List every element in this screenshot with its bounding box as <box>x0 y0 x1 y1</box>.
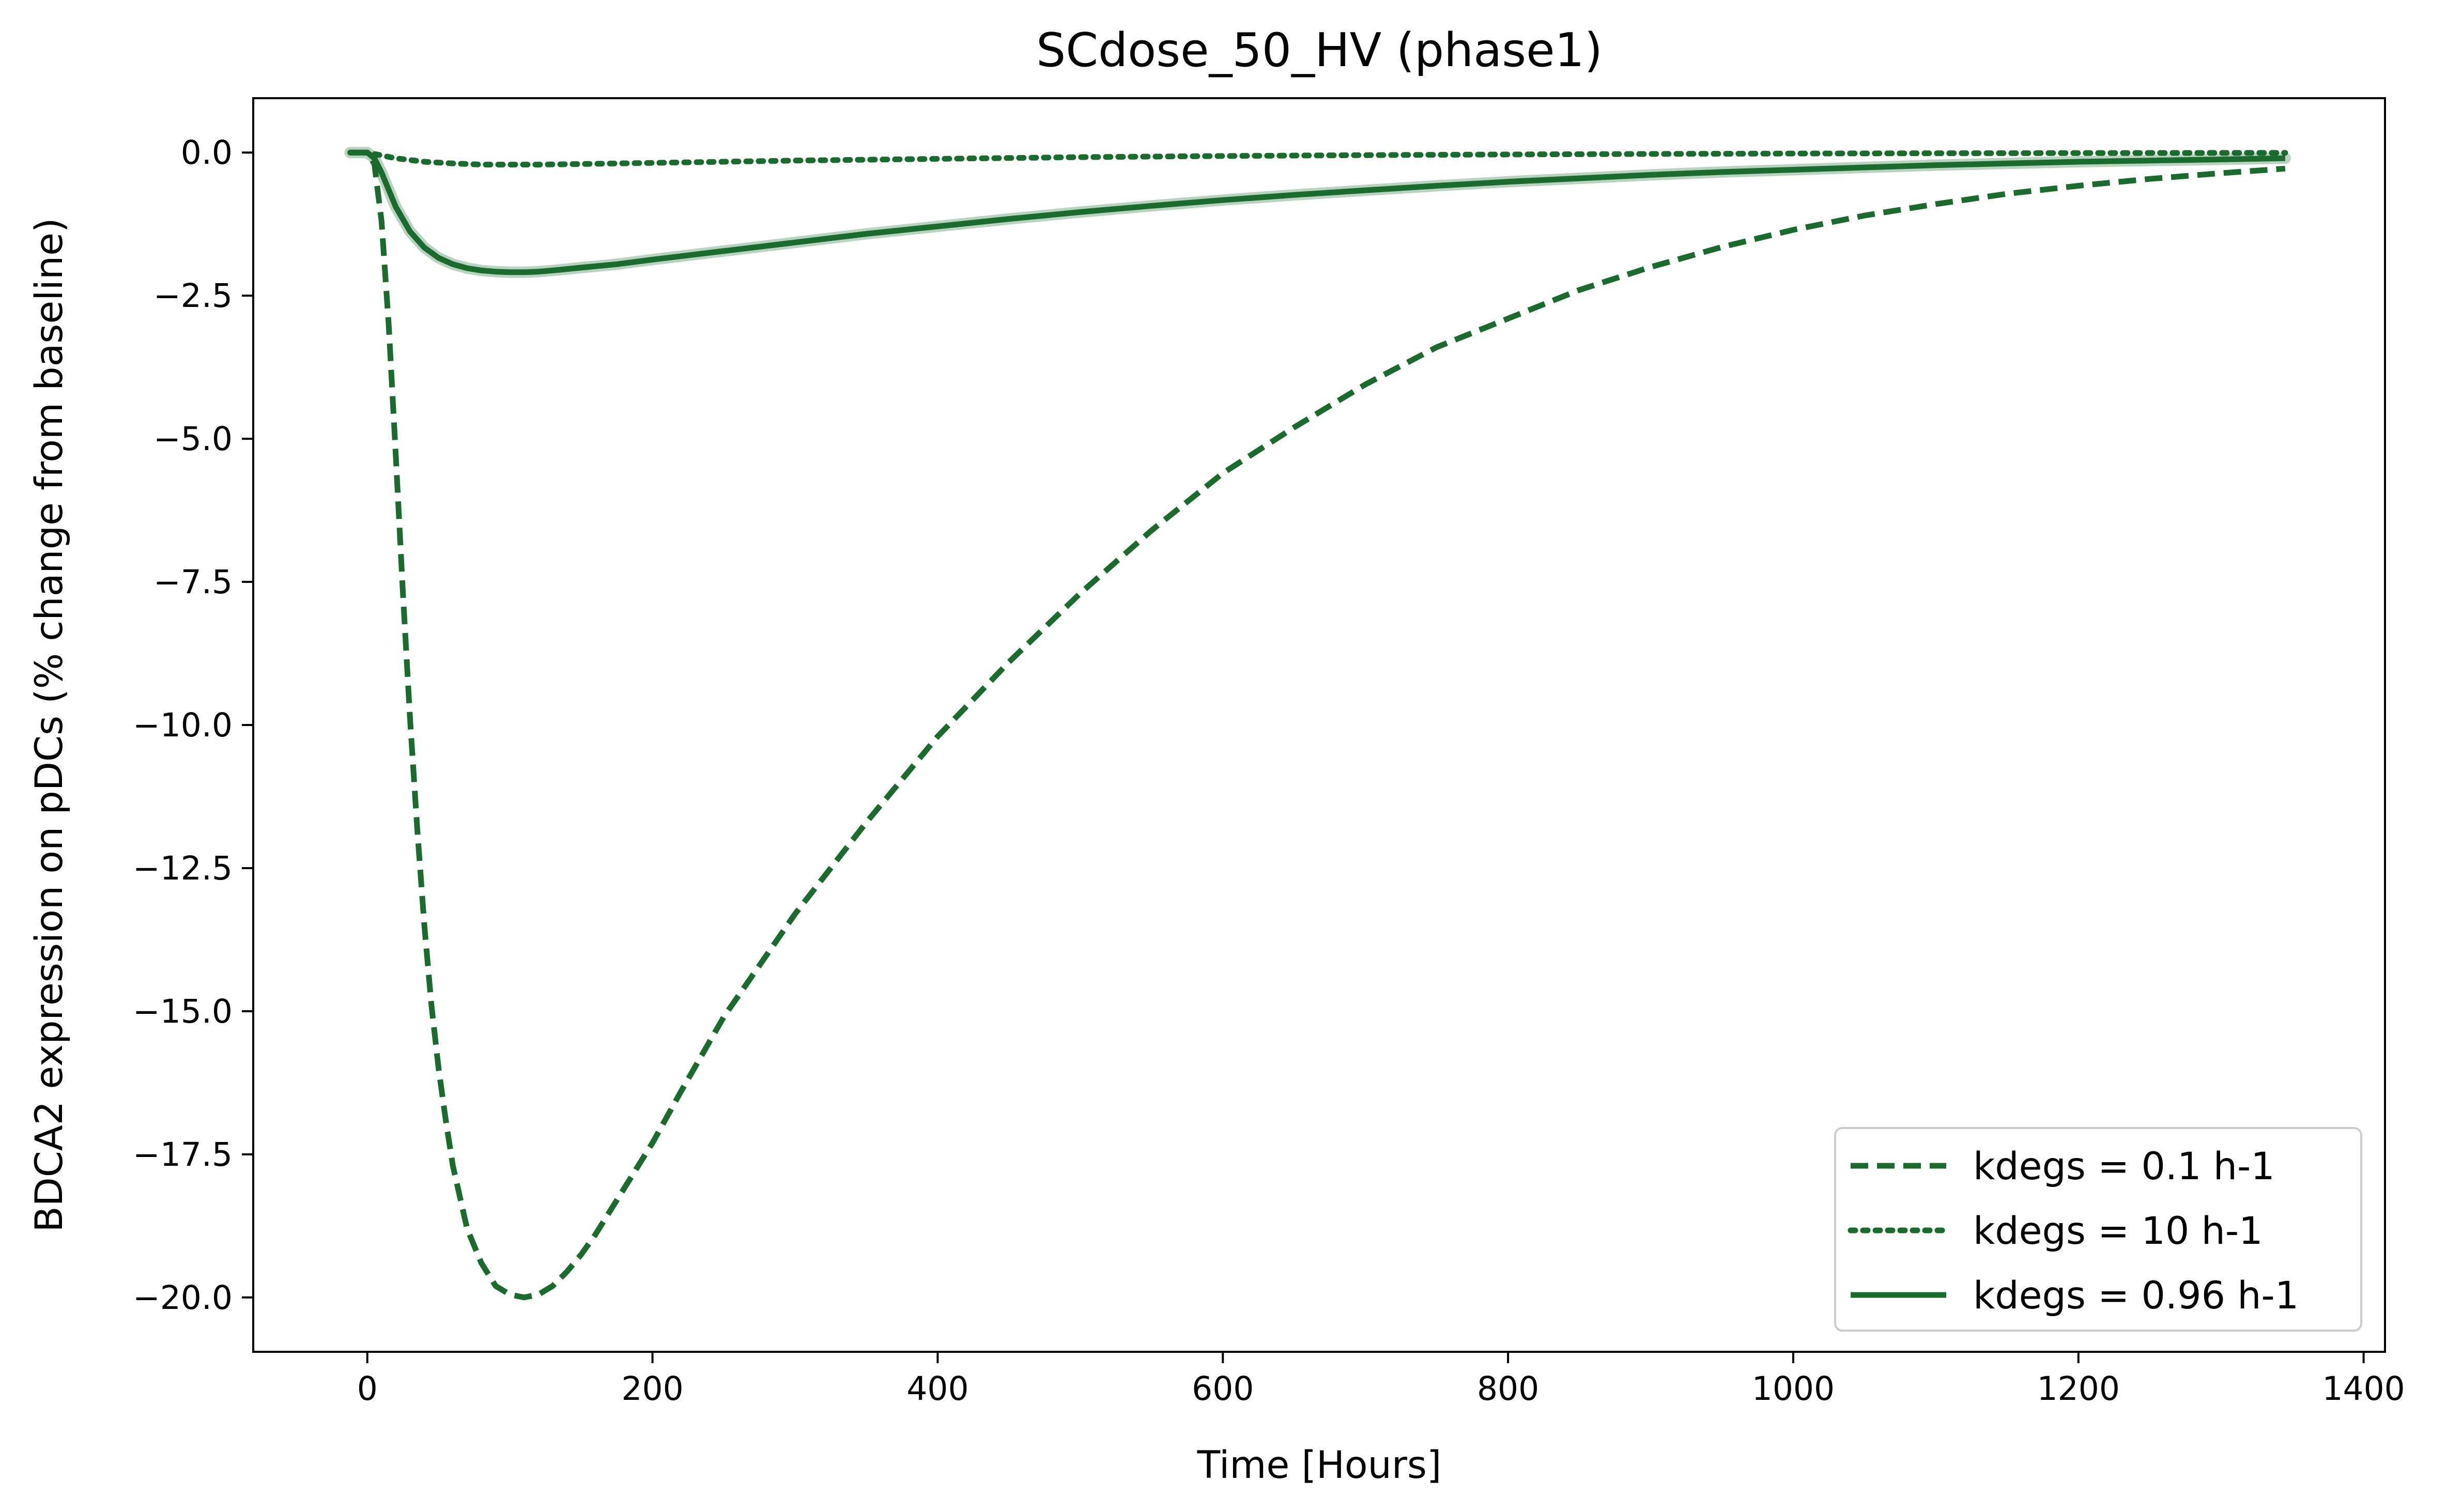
x-tick-label: 1000 <box>1752 1370 1835 1408</box>
x-tick-label: 0 <box>357 1370 378 1408</box>
x-axis-title: Time [Hours] <box>1197 1443 1442 1487</box>
series-line-2 <box>347 149 2288 167</box>
chart-title: SCdose_50_HV (phase1) <box>1036 23 1603 78</box>
x-axis: 0 200 400 600 800 1000 1200 1400 <box>357 1352 2405 1408</box>
x-tick-label: 200 <box>621 1370 683 1408</box>
x-tick-label: 400 <box>906 1370 968 1408</box>
y-tick-label: −7.5 <box>153 563 233 601</box>
y-tick-label: −17.5 <box>133 1136 233 1174</box>
x-tick-label: 1400 <box>2322 1370 2405 1408</box>
y-tick-label: −20.0 <box>133 1279 233 1317</box>
y-axis: 0.0 −2.5 −5.0 −7.5 −10.0 −12.5 −15.0 −17.5 −20.0 <box>133 134 253 1317</box>
y-tick-label: −15.0 <box>133 993 233 1030</box>
legend-label-2: kdegs = 10 h-1 <box>1973 1209 2263 1253</box>
y-axis-title: BDCA2 expression on pDCs (% change from … <box>27 218 71 1232</box>
legend-label-1: kdegs = 0.1 h-1 <box>1973 1145 2275 1189</box>
y-tick-label: 0.0 <box>181 134 233 172</box>
y-tick-label: −10.0 <box>133 706 233 744</box>
x-tick-label: 800 <box>1477 1370 1539 1408</box>
y-tick-label: −12.5 <box>133 850 233 887</box>
legend: kdegs = 0.1 h-1 kdegs = 10 h-1 kdegs = 0.9… <box>1834 1127 2362 1332</box>
legend-label-3: kdegs = 0.96 h-1 <box>1973 1274 2299 1318</box>
x-tick-label: 600 <box>1192 1370 1254 1408</box>
series-line-1 <box>350 149 2286 1301</box>
series-line-3 <box>350 149 2285 275</box>
y-tick-label: −2.5 <box>153 277 233 315</box>
y-tick-label: −5.0 <box>153 420 233 458</box>
x-tick-label: 1200 <box>2037 1370 2120 1408</box>
legend-box <box>1834 1127 2362 1332</box>
